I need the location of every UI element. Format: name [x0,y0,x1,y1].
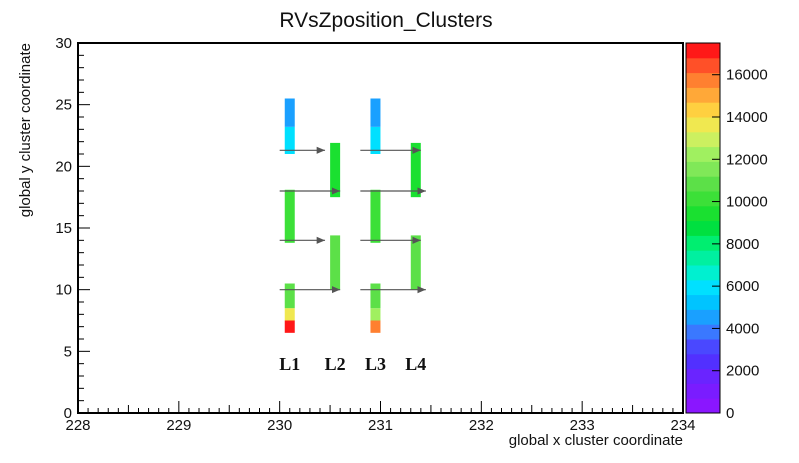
colorbar-band [686,102,720,118]
colorbar-band [686,383,720,399]
heatmap-cell [330,235,341,290]
heatmap-cell [284,98,295,127]
colorbar-band [686,191,720,207]
y-tick-label: 0 [64,405,72,422]
colorbar-band [686,309,720,325]
layer-label: L4 [405,354,426,374]
colorbar-band [686,294,720,310]
colorbar-band [686,250,720,266]
colorbar-tick-label: 2000 [726,363,759,380]
colorbar-band [686,324,720,340]
colorbar-tick-label: 4000 [726,320,759,337]
y-tick-label: 25 [55,97,72,114]
heatmap-cell [370,189,381,243]
heatmap-cell [284,308,295,321]
x-tick-label: 234 [670,417,695,434]
heatmap-cell [330,142,341,198]
heatmap-cell [284,283,295,309]
colorbar-band [686,368,720,384]
chart-title: RVsZposition_Clusters [279,9,492,32]
layer-arrows [279,146,426,294]
colorbar-band [686,87,720,103]
colorbar-band [686,72,720,88]
colorbar-frame [685,42,721,414]
x-tick-label: 232 [469,417,494,434]
x-tick-label: 230 [267,417,292,434]
heatmap-cell [370,126,381,154]
y-tick-label: 30 [55,35,72,52]
colorbar-band [686,279,720,296]
colorbar-band [686,57,720,74]
x-tick-label: 231 [368,417,393,434]
y-axis-label: global y cluster coordinate [17,43,34,217]
colorbar-axis: 0 2000 4000 6000 8000 10000 12000 14000 16000 [712,67,768,422]
colorbar-band [686,398,720,414]
heatmap-cell [410,142,421,198]
plot-frame [77,42,684,414]
x-axis: 228 229 230 231 232 233 234 [65,401,696,434]
layer-label: L2 [325,354,346,374]
heatmap-cell [284,126,295,154]
heatmap-cell [370,320,381,333]
layer-label: L3 [365,354,386,374]
layer-labels: L1 L2 L3 L4 [279,354,426,374]
colorbar-tick-label: 10000 [726,194,768,211]
colorbar-band [686,235,720,251]
colorbar-band [686,220,720,236]
colorbar-band [686,205,720,222]
y-tick-label: 15 [55,220,72,237]
heatmap-cell [370,283,381,309]
heatmap-cell [370,98,381,127]
color-scale-bar [686,43,720,414]
heatmap-cell [410,235,421,290]
x-tick-label: 229 [166,417,191,434]
colorbar-tick-label: 14000 [726,109,768,126]
colorbar-tick-label: 16000 [726,67,768,84]
x-tick-label: 228 [65,417,90,434]
y-tick-label: 20 [55,158,72,175]
colorbar-tick-label: 12000 [726,151,768,168]
colorbar-band [686,265,720,281]
colorbar-band [686,339,720,355]
colorbar-band [686,176,720,192]
layer-label: L1 [279,354,300,374]
colorbar-band [686,131,720,148]
colorbar-band [686,353,720,370]
heatmap-cells [284,98,421,333]
y-axis: 0 5 10 15 20 25 30 [55,35,90,422]
colorbar-band [686,43,720,59]
colorbar-band [686,117,720,133]
colorbar-band [686,146,720,162]
y-tick-label: 5 [64,343,72,360]
colorbar-band [686,161,720,177]
colorbar-tick-label: 0 [726,405,734,422]
x-tick-label: 233 [570,417,595,434]
y-tick-label: 10 [55,282,72,299]
heatmap-cell [284,320,295,333]
heatmap-cell [284,189,295,243]
colorbar-tick-label: 8000 [726,236,759,253]
heatmap-cell [370,308,381,321]
colorbar-tick-label: 6000 [726,278,759,295]
x-axis-label: global x cluster coordinate [509,432,683,449]
